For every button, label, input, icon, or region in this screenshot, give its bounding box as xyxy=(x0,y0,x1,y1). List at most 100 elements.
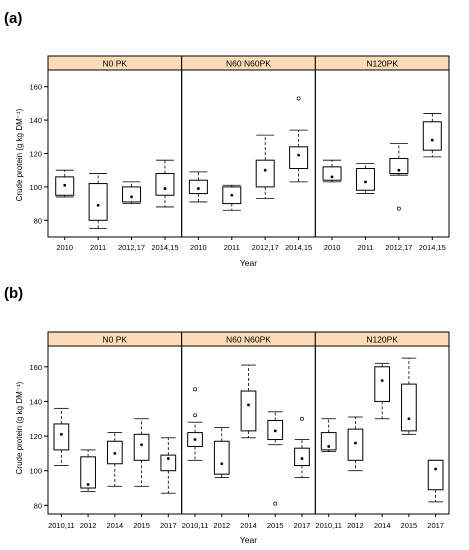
x-tick-label: 2015 xyxy=(401,521,418,530)
y-tick-label: 80 xyxy=(34,216,42,225)
box-iqr xyxy=(289,146,309,170)
y-tick-label: 140 xyxy=(29,116,42,125)
x-axis-label: Year xyxy=(240,258,257,268)
box-2010 xyxy=(322,159,342,183)
mean-point xyxy=(220,462,224,466)
box-2012 xyxy=(347,416,364,472)
box-2012-17 xyxy=(255,134,275,199)
mean-point xyxy=(330,175,334,179)
box-iqr xyxy=(188,179,208,195)
box-iqr xyxy=(155,173,175,196)
mean-point xyxy=(196,187,200,190)
facet-frame xyxy=(314,69,450,238)
mean-point xyxy=(327,445,331,448)
panel-label: (a) xyxy=(4,10,22,27)
x-tick-label: 2011 xyxy=(357,243,373,252)
y-tick-label: 100 xyxy=(29,467,42,476)
mean-point xyxy=(166,457,170,460)
box-2015 xyxy=(401,357,417,435)
box-iqr xyxy=(133,433,150,461)
facet-title: N120PK xyxy=(366,59,398,69)
facet-title: N60 N60PK xyxy=(226,59,271,69)
x-tick-label: 2010 xyxy=(190,243,207,252)
x-tick-label: 2012 xyxy=(347,521,364,530)
box-iqr xyxy=(401,383,417,432)
box-2010 xyxy=(188,171,208,203)
box-2014-15 xyxy=(422,113,442,158)
box-2011 xyxy=(355,163,375,194)
box-iqr xyxy=(255,159,275,188)
x-tick-label: 2012,17 xyxy=(252,243,279,252)
mean-point xyxy=(96,203,100,207)
box-iqr xyxy=(213,440,230,475)
box-iqr xyxy=(88,183,108,221)
x-tick-label: 2014,15 xyxy=(151,243,178,252)
mean-point xyxy=(63,183,67,187)
x-tick-label: 2017 xyxy=(160,521,177,530)
x-tick-label: 2014 xyxy=(106,521,123,530)
mean-point xyxy=(407,417,411,421)
x-tick-label: 2010 xyxy=(56,243,73,252)
facet-title: N120PK xyxy=(366,335,398,345)
x-tick-label: 2012,17 xyxy=(385,243,412,252)
y-axis-label: Crude protein (g kg DM⁻¹) xyxy=(15,108,24,201)
box-2015 xyxy=(267,411,284,506)
box-iqr xyxy=(240,390,257,432)
box-2014-15 xyxy=(155,159,175,208)
box-iqr xyxy=(160,454,177,472)
x-tick-label: 2014,15 xyxy=(419,243,446,252)
box-2010-11 xyxy=(53,407,70,466)
x-tick-label: 2015 xyxy=(267,521,284,530)
x-tick-label: 2011 xyxy=(90,243,106,252)
x-tick-label: 2010 xyxy=(324,243,341,252)
facet-title: N0 PK xyxy=(103,335,128,345)
box-2017 xyxy=(427,459,444,503)
box-2012-17 xyxy=(122,181,142,205)
outlier-point xyxy=(273,501,278,506)
x-tick-label: 2011 xyxy=(224,243,240,252)
x-tick-label: 2012 xyxy=(80,521,97,530)
facet-frame xyxy=(47,69,183,238)
outlier-point xyxy=(396,206,401,211)
box-2015 xyxy=(133,418,150,487)
box-iqr xyxy=(294,447,310,467)
box-2017 xyxy=(160,437,177,494)
x-tick-label: 2014,15 xyxy=(285,243,312,252)
x-tick-label: 2010,11 xyxy=(182,521,209,530)
mean-point xyxy=(113,451,117,455)
x-axis-label: Year xyxy=(240,535,257,545)
box-2014-15 xyxy=(289,96,309,183)
outlier-point xyxy=(300,416,304,421)
box-iqr xyxy=(53,423,70,451)
mean-point xyxy=(300,457,304,460)
box-2011 xyxy=(222,184,242,211)
box-2014 xyxy=(374,362,391,420)
box-2010 xyxy=(55,169,75,198)
mean-point xyxy=(130,195,133,199)
x-tick-label: 2015 xyxy=(133,521,150,530)
mean-point xyxy=(86,483,90,486)
mean-point xyxy=(364,180,367,184)
box-2011 xyxy=(88,173,108,230)
box-2014 xyxy=(106,432,123,487)
y-tick-label: 80 xyxy=(34,501,42,510)
mean-point xyxy=(263,168,267,172)
box-iqr xyxy=(322,166,342,181)
box-iqr xyxy=(320,432,337,451)
x-tick-label: 2017 xyxy=(427,521,444,530)
y-tick-label: 120 xyxy=(29,432,42,441)
outlier-point xyxy=(296,96,301,101)
mean-point xyxy=(380,379,384,383)
mean-point xyxy=(397,168,401,172)
x-tick-label: 2014 xyxy=(240,521,257,530)
facet-title: N60 N60PK xyxy=(226,335,271,345)
box-2010-11 xyxy=(320,418,337,453)
box-2017 xyxy=(294,416,310,479)
y-tick-label: 100 xyxy=(29,183,42,192)
mean-point xyxy=(163,187,167,190)
box-iqr xyxy=(374,366,391,402)
outlier-point xyxy=(193,387,197,392)
chart-panel-b: (b) 80 100 120 140 160 Crude protein (g kg DM⁻… xyxy=(4,285,450,545)
box-iqr xyxy=(422,121,442,151)
